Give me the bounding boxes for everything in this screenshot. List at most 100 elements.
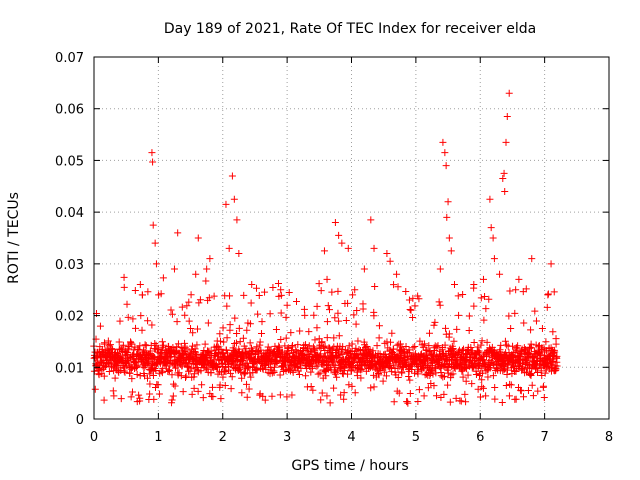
x-tick-label: 5: [412, 430, 420, 445]
data-point: [376, 366, 384, 374]
data-point: [325, 306, 333, 314]
data-point: [159, 364, 167, 372]
data-point: [146, 380, 154, 388]
data-point: [440, 372, 448, 380]
data-point: [393, 270, 401, 278]
data-point: [470, 302, 478, 310]
data-point: [226, 321, 234, 329]
data-point: [477, 294, 485, 302]
data-point: [433, 343, 441, 351]
data-point: [148, 321, 156, 329]
data-point: [202, 277, 210, 285]
data-point: [532, 317, 540, 325]
data-point: [459, 373, 467, 381]
data-point: [457, 397, 465, 405]
data-point: [479, 275, 487, 283]
data-point: [196, 296, 204, 304]
data-point: [246, 339, 254, 347]
data-point: [317, 396, 325, 404]
data-point: [242, 345, 250, 353]
data-point: [479, 384, 487, 392]
data-point: [128, 340, 136, 348]
data-point: [498, 399, 506, 407]
data-point: [367, 384, 375, 392]
data-point: [152, 341, 160, 349]
data-point: [348, 340, 356, 348]
data-point: [321, 342, 329, 350]
data-point: [409, 313, 417, 321]
data-point: [136, 342, 144, 350]
data-point: [170, 265, 178, 273]
data-point: [282, 313, 290, 321]
data-point: [272, 326, 280, 334]
data-point: [404, 399, 412, 407]
data-point: [273, 358, 281, 366]
y-tick-label: 0.02: [55, 310, 84, 325]
data-point: [138, 326, 146, 334]
data-point: [394, 283, 402, 291]
data-point: [491, 384, 499, 392]
data-point: [183, 345, 191, 353]
data-point: [477, 341, 485, 349]
data-point: [269, 284, 277, 292]
data-point: [430, 321, 438, 329]
data-point: [502, 138, 510, 146]
data-point: [548, 356, 556, 364]
data-point: [323, 334, 331, 342]
data-point: [445, 234, 453, 242]
data-point: [323, 275, 331, 283]
data-point: [254, 310, 262, 318]
data-point: [223, 334, 231, 342]
data-point: [110, 392, 118, 400]
data-point: [439, 138, 447, 146]
data-point: [132, 324, 140, 332]
data-point: [351, 389, 359, 397]
data-point: [423, 354, 431, 362]
data-point: [151, 340, 159, 348]
data-point: [283, 301, 291, 309]
data-point: [154, 345, 162, 353]
data-point: [411, 369, 419, 377]
data-point: [144, 374, 152, 382]
data-point: [375, 322, 383, 330]
data-point: [512, 395, 520, 403]
data-point: [359, 305, 367, 313]
data-point: [274, 280, 282, 288]
data-point: [243, 393, 251, 401]
data-point: [201, 340, 209, 348]
data-point: [187, 324, 195, 332]
data-point: [370, 312, 378, 320]
data-point: [289, 341, 297, 349]
data-point: [502, 341, 510, 349]
data-point: [233, 329, 241, 337]
data-point: [127, 393, 135, 401]
data-point: [100, 396, 108, 404]
data-point: [148, 149, 156, 157]
data-point: [266, 310, 274, 318]
data-point: [348, 382, 356, 390]
data-point: [519, 365, 527, 373]
data-point: [275, 342, 283, 350]
data-point: [100, 372, 108, 380]
data-point: [437, 394, 445, 402]
data-point: [198, 381, 206, 389]
data-point: [174, 229, 182, 237]
data-point: [390, 398, 398, 406]
data-point: [375, 334, 383, 342]
data-point: [380, 368, 388, 376]
data-point: [482, 392, 490, 400]
data-point: [531, 307, 539, 315]
data-point: [179, 351, 187, 359]
data-point: [119, 341, 127, 349]
data-point: [261, 396, 269, 404]
data-point: [429, 370, 437, 378]
data-point: [382, 372, 390, 380]
data-point: [185, 317, 193, 325]
data-point: [236, 338, 244, 346]
data-point: [448, 346, 456, 354]
data-point: [464, 371, 472, 379]
data-point: [185, 298, 193, 306]
data-point: [146, 347, 154, 355]
data-point: [216, 330, 224, 338]
data-point: [144, 317, 152, 325]
